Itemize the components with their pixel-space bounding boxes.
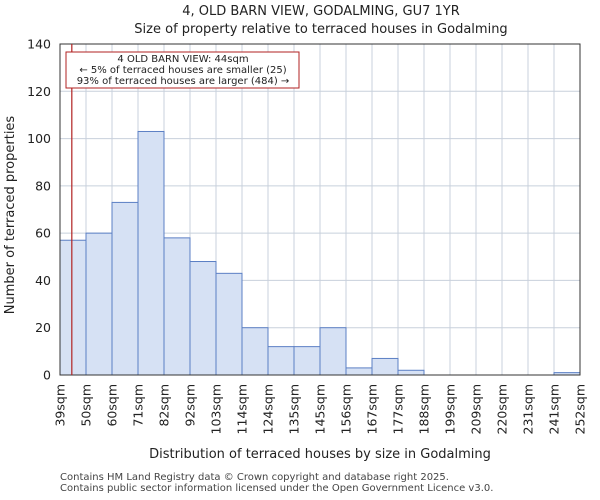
x-tick-label: 124sqm (261, 384, 276, 434)
x-tick-label: 50sqm (79, 384, 94, 427)
bar-50sqm (85, 232, 113, 376)
chart-title-line1: 4, OLD BARN VIEW, GODALMING, GU7 1YR (182, 4, 460, 19)
x-tick-label: 231sqm (521, 384, 536, 434)
x-tick-label: 145sqm (313, 384, 328, 434)
y-tick-label: 140 (27, 37, 51, 52)
bar-124sqm (267, 346, 295, 376)
annotation-line1: 4 OLD BARN VIEW: 44sqm (117, 54, 248, 65)
bar-92sqm (189, 261, 217, 376)
y-tick-label: 60 (35, 226, 51, 241)
bar-60sqm (111, 201, 139, 376)
x-tick-label: 82sqm (157, 384, 172, 427)
y-tick-label: 20 (35, 320, 51, 335)
x-tick-labels: 39sqm 50sqm 60sqm 71sqm 82sqm 92sqm 103sqm 114s… (53, 384, 588, 434)
histogram-chart: 4, OLD BARN VIEW, GODALMING, GU7 1YR Siz… (3, 4, 588, 462)
x-tick-label: 156sqm (339, 384, 354, 434)
x-tick-label: 220sqm (495, 384, 510, 434)
bar-103sqm (215, 272, 243, 376)
bar-135sqm (293, 346, 321, 376)
y-axis-label: Number of terraced properties (3, 116, 18, 315)
annotation-line3: 93% of terraced houses are larger (484) … (77, 76, 290, 87)
bar-114sqm (241, 327, 269, 376)
y-tick-label: 40 (35, 273, 51, 288)
annotation-line2: ← 5% of terraced houses are smaller (25) (79, 65, 286, 76)
bar-167sqm (371, 357, 399, 376)
bars-group (59, 130, 581, 376)
annotation-rect (65, 51, 300, 89)
x-tick-label: 241sqm (547, 384, 562, 434)
bar-145sqm (319, 327, 347, 376)
x-tick-label: 103sqm (209, 384, 224, 434)
y-tick-label: 100 (27, 131, 51, 146)
x-tick-label: 114sqm (235, 384, 250, 434)
x-tick-label: 199sqm (443, 384, 458, 434)
y-tick-labels: 0 20 40 60 80 100 120 140 (27, 37, 51, 383)
footer-line2: Contains public sector information licen… (60, 483, 494, 494)
chart-title-line2: Size of property relative to terraced ho… (134, 22, 507, 37)
x-tick-label: 135sqm (287, 384, 302, 434)
x-tick-label: 209sqm (469, 384, 484, 434)
x-tick-label: 39sqm (53, 384, 68, 427)
bar-177sqm (397, 369, 425, 376)
x-tick-label: 252sqm (573, 384, 588, 434)
y-tick-label: 80 (35, 178, 51, 193)
footer-line1: Contains HM Land Registry data © Crown c… (60, 472, 449, 483)
x-tick-label: 71sqm (131, 384, 146, 427)
bar-71sqm (137, 130, 165, 376)
annotation-box: 4 OLD BARN VIEW: 44sqm ← 5% of terraced … (65, 51, 300, 89)
x-tick-label: 177sqm (391, 384, 406, 434)
x-tick-label: 60sqm (105, 384, 120, 427)
x-tick-label: 188sqm (417, 384, 432, 434)
x-tick-label: 167sqm (365, 384, 380, 434)
plot-frame (59, 43, 581, 376)
bar-156sqm (345, 367, 373, 376)
x-axis-label: Distribution of terraced houses by size … (149, 447, 491, 462)
footer: Contains HM Land Registry data © Crown c… (60, 472, 493, 494)
x-tick-label: 92sqm (183, 384, 198, 427)
y-tick-label: 0 (43, 368, 51, 383)
bar-82sqm (163, 237, 191, 376)
y-tick-label: 120 (27, 84, 51, 99)
bar-39sqm (59, 239, 87, 376)
